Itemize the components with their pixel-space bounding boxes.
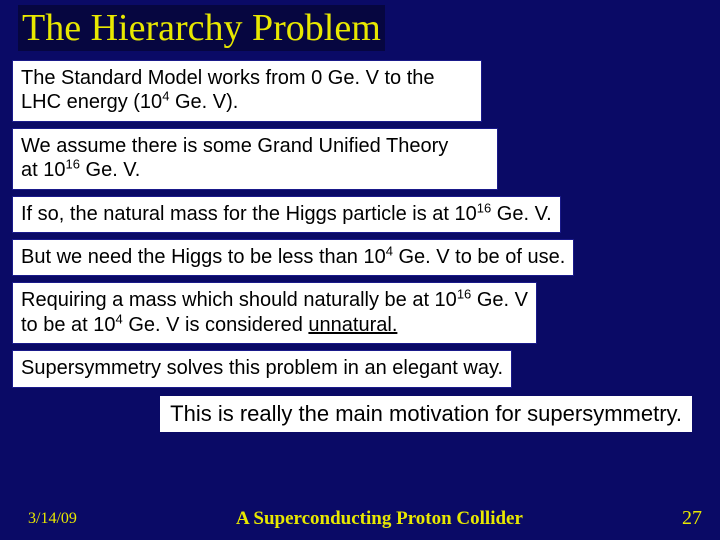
- footer-title: A Superconducting Proton Collider: [236, 508, 523, 530]
- box-row: But we need the Higgs to be less than 10…: [12, 239, 708, 276]
- box-row: Supersymmetry solves this problem in an …: [12, 350, 708, 387]
- content-box-3: If so, the natural mass for the Higgs pa…: [12, 196, 561, 233]
- slide: The Hierarchy Problem The Standard Model…: [0, 0, 720, 540]
- conclusion-text: This is really the main motivation for s…: [160, 396, 692, 432]
- content-box-5: Requiring a mass which should naturally …: [12, 282, 537, 344]
- footer-date: 3/14/09: [28, 510, 77, 528]
- box-row: The Standard Model works from 0 Ge. V to…: [12, 60, 708, 122]
- content-boxes: The Standard Model works from 0 Ge. V to…: [0, 60, 720, 388]
- content-box-2: We assume there is some Grand Unified Th…: [12, 128, 498, 190]
- footer-page-number: 27: [682, 507, 702, 530]
- title-wrap: The Hierarchy Problem: [0, 0, 720, 54]
- box-row: We assume there is some Grand Unified Th…: [12, 128, 708, 190]
- slide-title: The Hierarchy Problem: [18, 5, 385, 51]
- content-box-4: But we need the Higgs to be less than 10…: [12, 239, 574, 276]
- footer: 3/14/09 A Superconducting Proton Collide…: [0, 507, 720, 530]
- content-box-1: The Standard Model works from 0 Ge. V to…: [12, 60, 482, 122]
- box-row: Requiring a mass which should naturally …: [12, 282, 708, 344]
- box-row: If so, the natural mass for the Higgs pa…: [12, 196, 708, 233]
- content-box-6: Supersymmetry solves this problem in an …: [12, 350, 512, 387]
